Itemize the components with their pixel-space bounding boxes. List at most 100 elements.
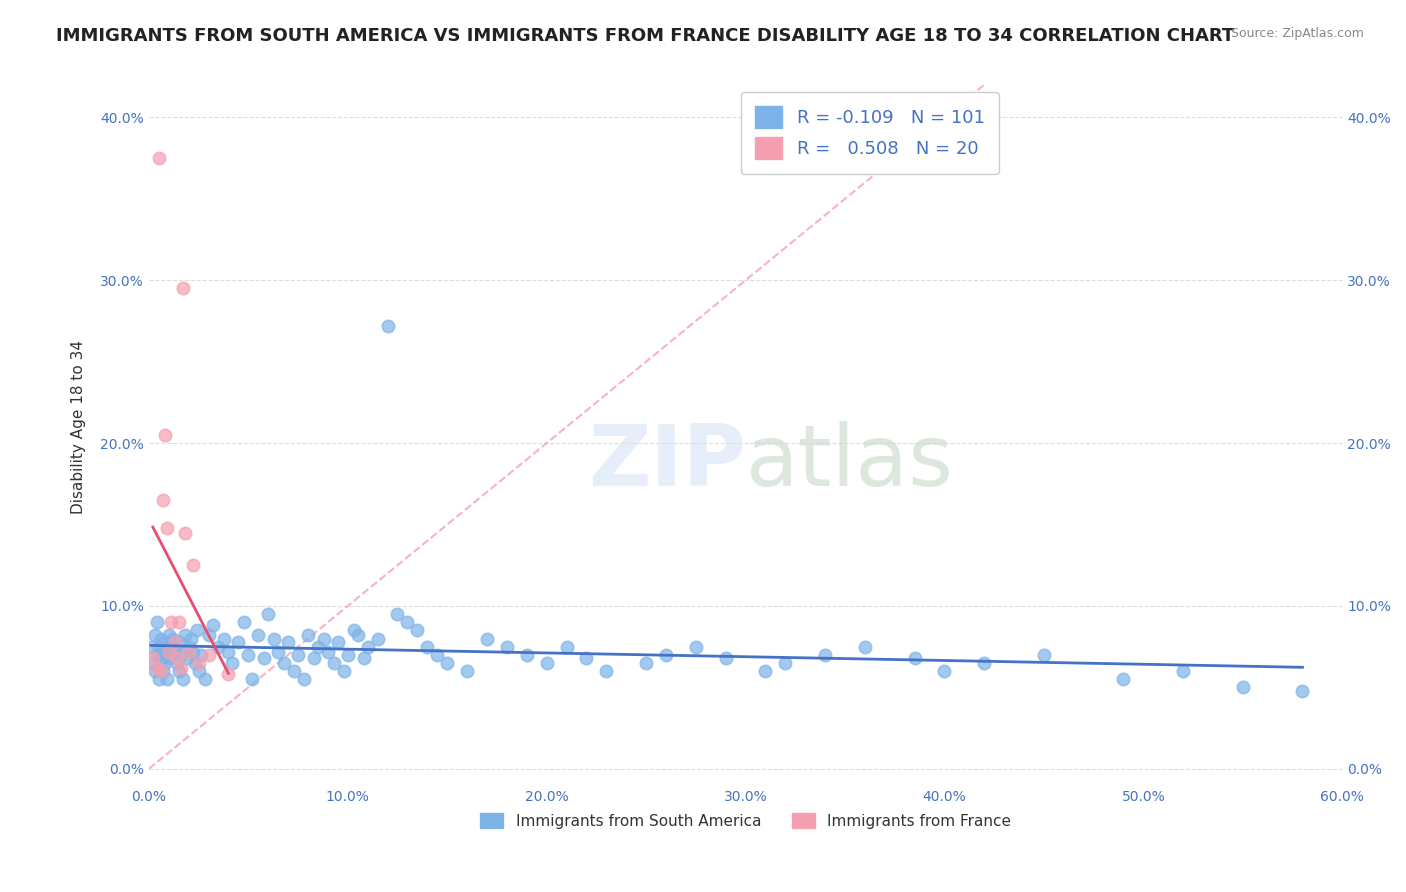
Point — [157, 651, 180, 665]
Point — [152, 493, 174, 508]
Point — [426, 648, 449, 662]
Point — [139, 640, 162, 654]
Y-axis label: Disability Age 18 to 34: Disability Age 18 to 34 — [72, 340, 86, 514]
Point — [173, 525, 195, 540]
Point — [167, 664, 190, 678]
Point — [456, 664, 478, 678]
Point — [353, 651, 375, 665]
Point — [904, 651, 927, 665]
Point — [207, 640, 229, 654]
Point — [595, 664, 617, 678]
Point — [153, 634, 176, 648]
Point — [973, 656, 995, 670]
Point — [172, 281, 194, 295]
Point — [163, 634, 186, 648]
Legend: Immigrants from South America, Immigrants from France: Immigrants from South America, Immigrant… — [474, 806, 1017, 835]
Point — [934, 664, 956, 678]
Point — [221, 656, 243, 670]
Point — [146, 615, 169, 630]
Text: ZIP: ZIP — [588, 421, 745, 504]
Point — [228, 634, 250, 648]
Point — [416, 640, 439, 654]
Point — [406, 624, 429, 638]
Point — [214, 632, 236, 646]
Point — [575, 651, 598, 665]
Point — [1112, 672, 1135, 686]
Point — [655, 648, 678, 662]
Point — [177, 644, 200, 658]
Point — [853, 640, 876, 654]
Point — [159, 615, 181, 630]
Point — [153, 428, 176, 442]
Point — [163, 644, 186, 658]
Point — [377, 318, 399, 333]
Point — [187, 664, 209, 678]
Point — [148, 640, 170, 654]
Point — [356, 640, 378, 654]
Point — [187, 656, 209, 670]
Point — [177, 640, 200, 654]
Point — [346, 628, 368, 642]
Point — [714, 651, 737, 665]
Point — [149, 664, 172, 678]
Point — [1171, 664, 1194, 678]
Point — [217, 667, 239, 681]
Point — [283, 664, 305, 678]
Text: atlas: atlas — [745, 421, 953, 504]
Point — [146, 648, 169, 662]
Point — [1032, 648, 1054, 662]
Point — [146, 661, 169, 675]
Point — [181, 644, 204, 658]
Point — [156, 672, 179, 686]
Point — [267, 644, 290, 658]
Point — [336, 648, 359, 662]
Point — [166, 656, 188, 670]
Point — [754, 664, 776, 678]
Point — [257, 607, 280, 621]
Point — [217, 644, 239, 658]
Point — [193, 672, 215, 686]
Point — [685, 640, 707, 654]
Point — [516, 648, 538, 662]
Point — [142, 651, 165, 665]
Point — [172, 672, 194, 686]
Point — [153, 656, 176, 670]
Point — [167, 634, 190, 648]
Point — [180, 632, 202, 646]
Point — [387, 607, 409, 621]
Point — [183, 656, 205, 670]
Point — [326, 634, 349, 648]
Point — [157, 644, 180, 658]
Point — [173, 628, 195, 642]
Point — [312, 632, 335, 646]
Point — [292, 672, 315, 686]
Point — [148, 672, 170, 686]
Point — [277, 634, 299, 648]
Point — [197, 628, 219, 642]
Point — [343, 624, 366, 638]
Point — [247, 628, 270, 642]
Point — [190, 648, 212, 662]
Point — [322, 656, 344, 670]
Point — [152, 644, 174, 658]
Point — [316, 644, 339, 658]
Point — [263, 632, 285, 646]
Point — [170, 648, 193, 662]
Point — [302, 651, 325, 665]
Point — [240, 672, 263, 686]
Point — [167, 615, 190, 630]
Text: IMMIGRANTS FROM SOUTH AMERICA VS IMMIGRANTS FROM FRANCE DISABILITY AGE 18 TO 34 : IMMIGRANTS FROM SOUTH AMERICA VS IMMIGRA… — [56, 27, 1234, 45]
Point — [367, 632, 389, 646]
Point — [162, 632, 184, 646]
Text: Source: ZipAtlas.com: Source: ZipAtlas.com — [1230, 27, 1364, 40]
Point — [148, 151, 170, 165]
Point — [166, 651, 188, 665]
Point — [814, 648, 837, 662]
Point — [233, 615, 256, 630]
Point — [273, 656, 295, 670]
Point — [775, 656, 797, 670]
Point — [1232, 681, 1254, 695]
Point — [181, 558, 204, 573]
Point — [170, 661, 193, 675]
Point — [636, 656, 658, 670]
